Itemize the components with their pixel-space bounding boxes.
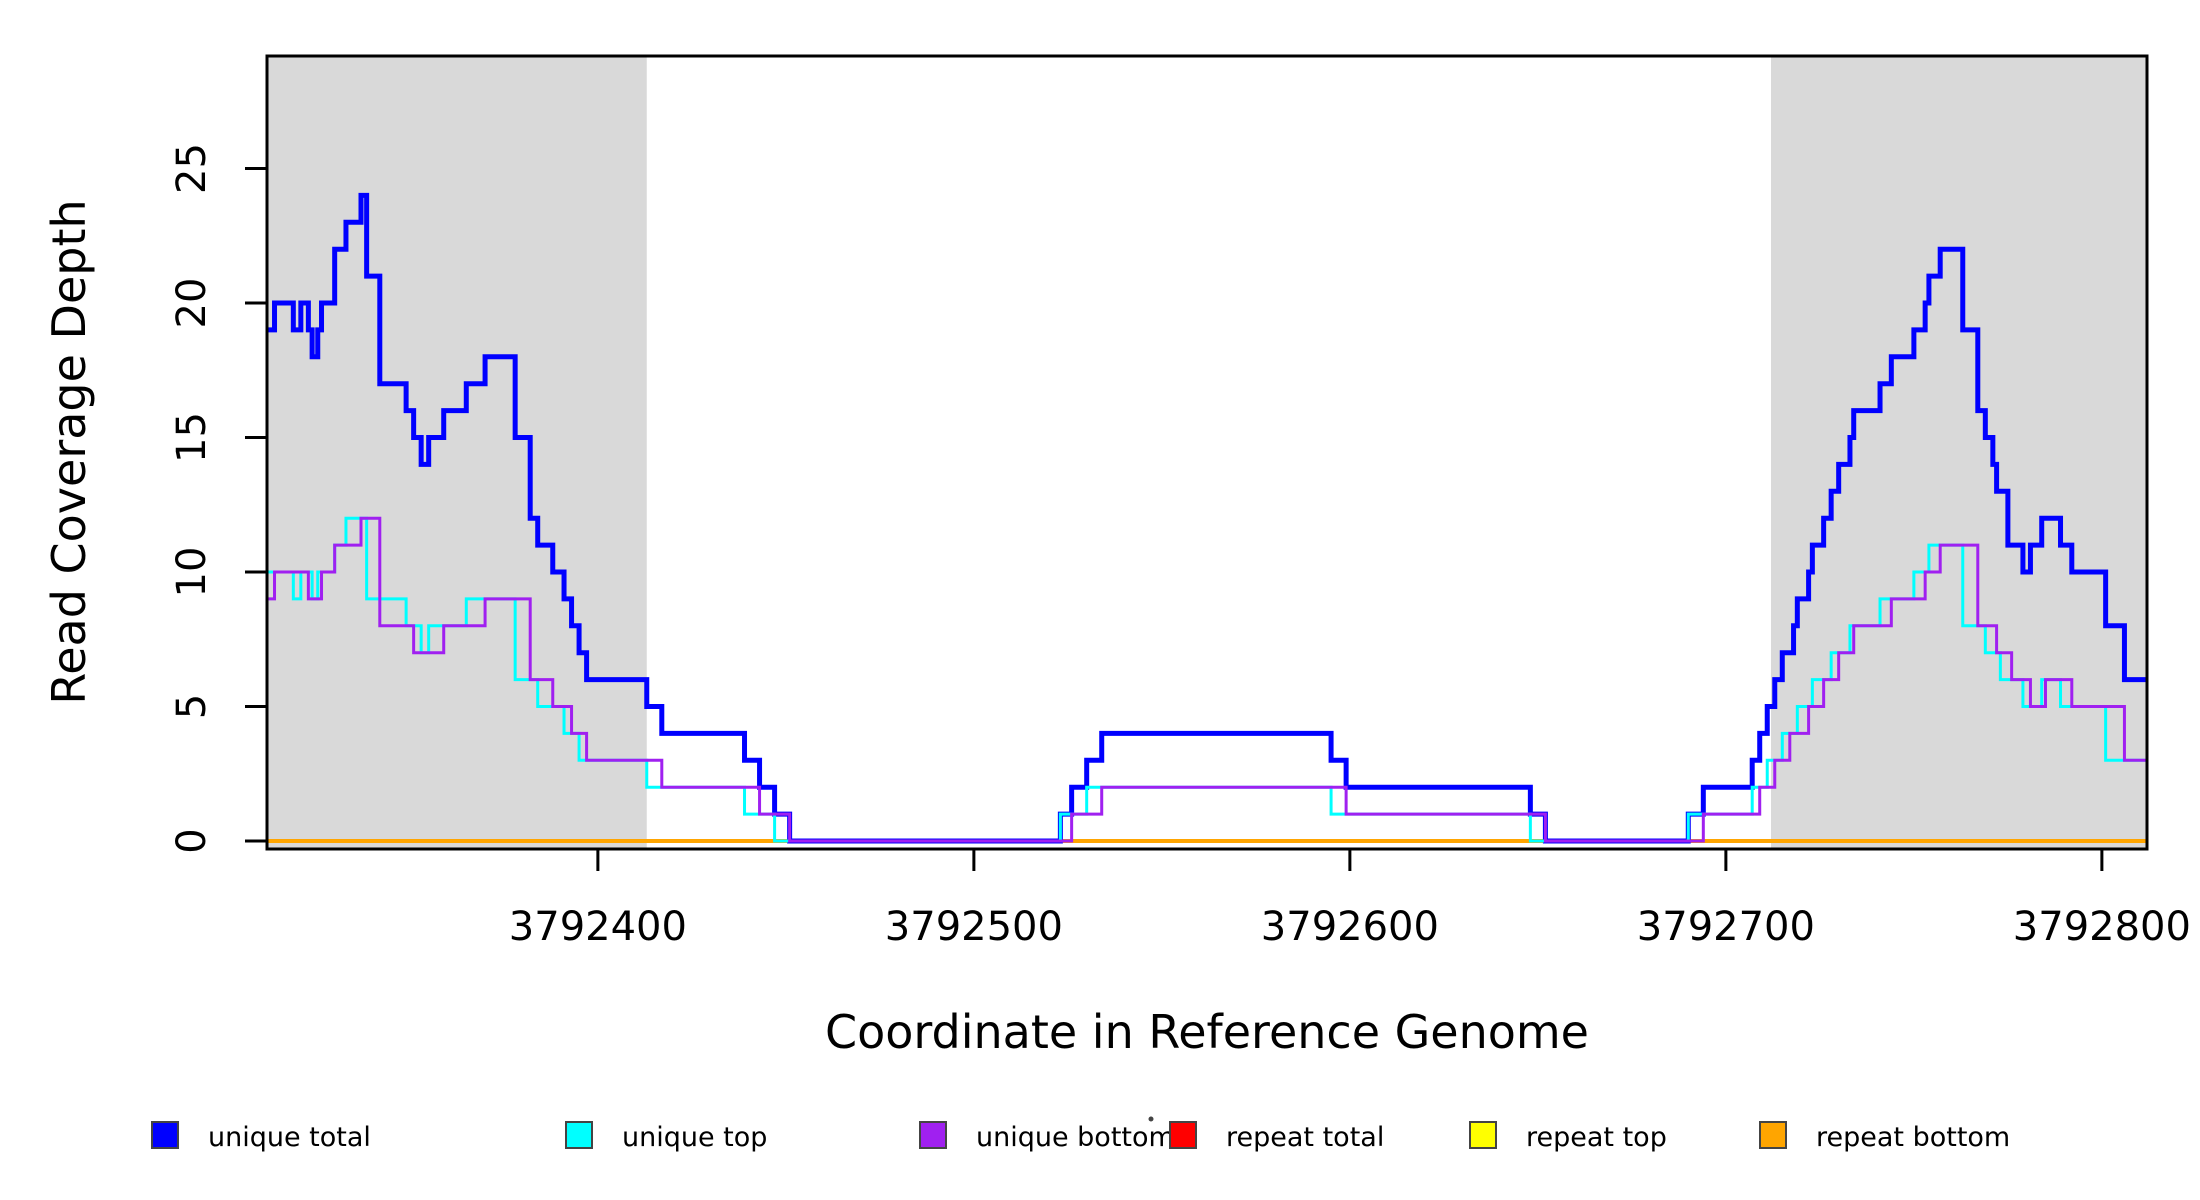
- x-tick-label-3: 3792700: [1637, 904, 1815, 950]
- legend-label-repeat-bottom: repeat bottom: [1816, 1122, 2010, 1153]
- legend-label-repeat-total: repeat total: [1226, 1122, 1384, 1153]
- repeat-region-highlight-bands: [267, 56, 2147, 849]
- y-tick-label-0: 0: [169, 828, 215, 853]
- coverage-series-lines: [267, 192, 2147, 844]
- series-line-unique-bottom: [267, 516, 2147, 843]
- y-tick-label-3: 15: [169, 412, 215, 463]
- y-tick-label-2: 10: [169, 547, 215, 598]
- legend-label-unique-bottom: unique bottom: [976, 1122, 1175, 1153]
- legend-item-repeat-total: repeat total: [1169, 1121, 1384, 1153]
- legend-label-unique-total: unique total: [208, 1122, 371, 1153]
- y-tick-label-1: 5: [169, 694, 215, 719]
- legend-swatch-repeat-top: [1469, 1121, 1497, 1149]
- y-tick-label-5: 25: [169, 143, 215, 194]
- legend-label-repeat-top: repeat top: [1526, 1122, 1667, 1153]
- series-line-unique-total: [267, 192, 2147, 844]
- artifact-dot: [1148, 1116, 1154, 1122]
- x-axis-title: Coordinate in Reference Genome: [825, 1005, 1589, 1059]
- y-tick-label-4: 20: [169, 278, 215, 329]
- x-tick-label-0: 3792400: [509, 904, 687, 950]
- x-tick-label-1: 3792500: [885, 904, 1063, 950]
- legend-swatch-repeat-total: [1169, 1121, 1197, 1149]
- x-tick-label-2: 3792600: [1261, 904, 1439, 950]
- x-axis-ticks: 3792400 3792500 3792600 3792700 3792800: [509, 849, 2191, 950]
- legend-item-unique-total: unique total: [151, 1121, 371, 1153]
- highlight-band-1: [1771, 56, 2147, 849]
- plot-border: [265, 54, 2149, 851]
- legend-swatch-unique-top: [565, 1121, 593, 1149]
- legend-label-unique-top: unique top: [622, 1122, 767, 1153]
- legend-swatch-unique-total: [151, 1121, 179, 1149]
- legend-swatch-repeat-bottom: [1759, 1121, 1787, 1149]
- y-axis-title: Read Coverage Depth: [42, 199, 96, 704]
- highlight-band-0: [267, 56, 647, 849]
- legend: unique total unique top unique bottom repea…: [151, 1121, 2010, 1153]
- legend-item-repeat-bottom: repeat bottom: [1759, 1121, 2010, 1153]
- x-tick-label-4: 3792800: [2013, 904, 2191, 950]
- legend-item-repeat-top: repeat top: [1469, 1121, 1667, 1153]
- y-axis-ticks: 0 5 10 15 20 25: [169, 143, 267, 854]
- legend-swatch-unique-bottom: [919, 1121, 947, 1149]
- legend-item-unique-bottom: unique bottom: [919, 1121, 1175, 1153]
- legend-item-unique-top: unique top: [565, 1121, 767, 1153]
